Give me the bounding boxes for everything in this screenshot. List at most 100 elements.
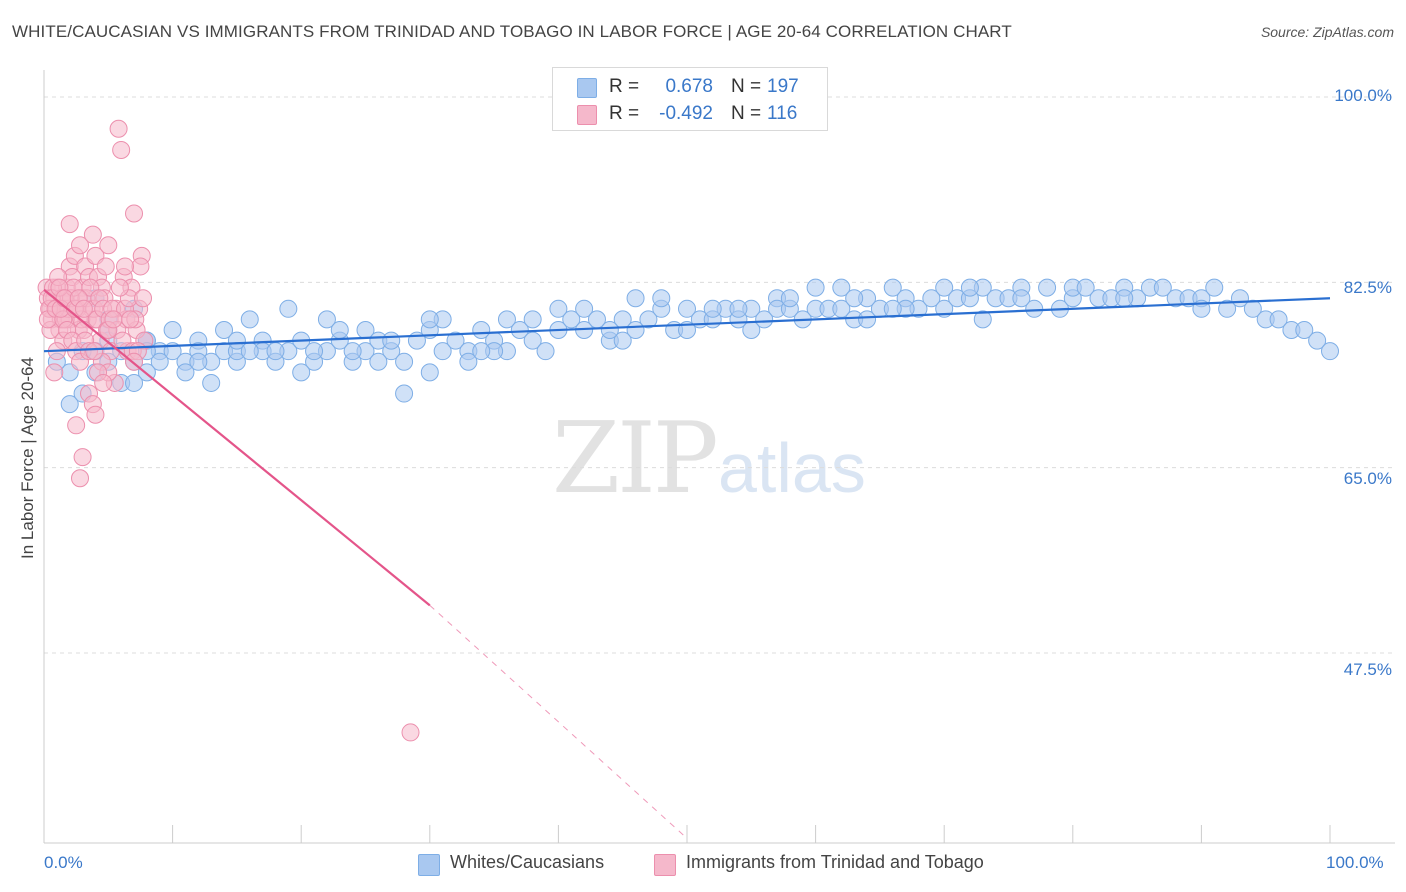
point-s0-118	[1269, 310, 1288, 329]
point-s0-50	[510, 320, 529, 339]
legend-label-trinidad: Immigrants from Trinidad and Tobago	[686, 852, 984, 872]
point-s0-18	[215, 320, 234, 339]
legend-swatch-whites	[418, 854, 440, 876]
point-s0-158	[305, 342, 324, 361]
point-s0-43	[446, 331, 465, 350]
point-s0-151	[845, 289, 864, 308]
point-s1-115	[74, 299, 93, 318]
r-value: 0.678	[665, 76, 713, 97]
point-s1-103	[94, 373, 113, 392]
point-s1-108	[121, 310, 140, 329]
legend-label-whites: Whites/Caucasians	[450, 852, 605, 872]
point-s1-88	[131, 257, 150, 276]
point-s0-120	[1295, 320, 1314, 339]
point-s0-129	[382, 331, 401, 350]
point-s0-37	[395, 352, 414, 371]
trendline-extension-1	[429, 604, 688, 839]
point-s0-55	[575, 299, 594, 318]
n-label: N =	[731, 76, 762, 97]
point-s1-51	[73, 448, 92, 467]
y-tick-label-100: 100.0%	[1334, 86, 1392, 105]
point-s0-137	[150, 352, 169, 371]
legend-item-trinidad[interactable]: Immigrants from Trinidad and Tobago	[654, 852, 1034, 878]
point-s1-107	[116, 257, 135, 276]
point-s0-52	[536, 342, 555, 361]
point-s0-136	[163, 320, 182, 339]
r-value: -0.492	[659, 103, 713, 124]
point-s0-121	[1308, 331, 1327, 350]
point-s0-38	[395, 384, 414, 403]
point-s1-54	[86, 405, 105, 424]
point-s0-165	[125, 373, 144, 392]
point-s0-150	[883, 299, 902, 318]
point-s0-153	[600, 320, 619, 339]
source-label: Source: ZipAtlas.com	[1260, 24, 1394, 40]
stats-row-trinidad: R = -0.492 N = 116	[553, 101, 827, 129]
point-s0-83	[858, 310, 877, 329]
y-tick-label-82-5: 82.5%	[1343, 278, 1392, 297]
point-s0-161	[189, 352, 208, 371]
point-s1-33	[99, 236, 118, 255]
point-s0-145	[960, 278, 979, 297]
point-s1-49	[67, 416, 86, 435]
point-s0-99	[1038, 278, 1057, 297]
point-s0-94	[973, 310, 992, 329]
chart-title: WHITE/CAUCASIAN VS IMMIGRANTS FROM TRINI…	[12, 22, 1012, 41]
trendline-1	[43, 288, 431, 607]
point-s0-123	[832, 278, 851, 297]
n-value: 197	[767, 76, 799, 97]
point-s0-157	[330, 320, 349, 339]
x-tick-label-0: 0.0%	[44, 853, 83, 872]
point-s0-125	[652, 289, 671, 308]
point-s0-41	[433, 342, 452, 361]
point-s0-30	[317, 310, 336, 329]
point-s1-101	[85, 342, 104, 361]
trendline-0	[43, 297, 1331, 353]
watermark-zip: ZIP	[552, 402, 719, 516]
point-s1-105	[104, 310, 123, 329]
point-s0-133	[266, 342, 285, 361]
point-s0-154	[523, 310, 542, 329]
point-s1-32	[96, 257, 115, 276]
point-s1-59	[45, 363, 64, 382]
point-s0-146	[780, 289, 799, 308]
point-s0-48	[497, 310, 516, 329]
point-s0-155	[472, 342, 491, 361]
point-s1-50	[71, 469, 90, 488]
point-s0-89	[935, 278, 954, 297]
point-s1-48	[60, 215, 79, 234]
legend-swatch-trinidad	[654, 854, 676, 876]
y-tick-label-65: 65.0%	[1343, 469, 1392, 488]
point-s1-38	[112, 140, 131, 159]
point-s0-72	[755, 310, 774, 329]
point-s0-1	[60, 395, 79, 414]
point-s0-128	[420, 363, 439, 382]
stats-swatch-trinidad	[577, 105, 597, 125]
stats-row-whites: R = 0.678 N = 197	[553, 74, 827, 102]
point-s0-160	[240, 342, 259, 361]
point-s0-78	[806, 278, 825, 297]
point-s0-60	[626, 289, 645, 308]
point-s0-148	[1115, 289, 1134, 308]
point-s0-88	[922, 289, 941, 308]
point-s0-62	[639, 310, 658, 329]
stats-box: R = 0.678 N = 197 R = -0.492 N = 116	[552, 67, 828, 131]
point-s0-132	[279, 299, 298, 318]
point-s0-98	[1025, 299, 1044, 318]
point-s0-130	[343, 342, 362, 361]
stats-swatch-whites	[577, 78, 597, 98]
point-s0-122	[1321, 342, 1339, 361]
point-s1-37	[109, 119, 128, 138]
y-axis-label: In Labor Force | Age 20-64	[18, 357, 37, 559]
point-s0-143	[703, 299, 722, 318]
n-label: N =	[731, 103, 762, 124]
legend-item-whites[interactable]: Whites/Caucasians	[418, 852, 658, 878]
point-s0-17	[202, 373, 221, 392]
x-tick-label-100: 100.0%	[1326, 853, 1384, 872]
point-s0-156	[369, 352, 388, 371]
point-s0-45	[459, 352, 478, 371]
point-s0-54	[562, 310, 581, 329]
n-value: 116	[767, 103, 798, 124]
point-s0-159	[227, 331, 246, 350]
